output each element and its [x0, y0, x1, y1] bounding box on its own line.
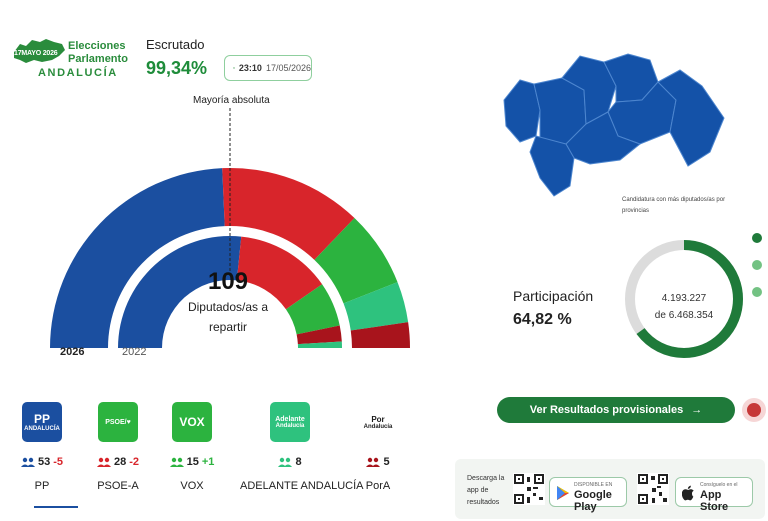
party-logo: PSOE/♥ — [98, 402, 138, 442]
live-icon[interactable] — [742, 398, 766, 422]
party-seat-delta: -2 — [129, 456, 140, 468]
participation-arc — [625, 240, 743, 358]
total-seats-caption: Diputados/as a repartir — [187, 300, 269, 334]
party-seat-count: 15 — [186, 456, 199, 468]
total-seats: 109 — [207, 268, 249, 295]
party-seat-count: 8 — [295, 456, 302, 468]
app-store-big: App Store — [700, 489, 729, 513]
party-logo-text: PP — [33, 412, 50, 426]
party-card[interactable]: PP ANDALUCÍA 53 -5 PP — [0, 398, 92, 492]
seat-2026-psoe-a-arc[interactable] — [222, 168, 355, 260]
party-logo-subtext: Andalucía — [275, 422, 305, 429]
escrutado-label: Escrutado — [146, 37, 205, 52]
party-seat-delta: -5 — [53, 456, 64, 468]
qr-code-icon — [637, 473, 669, 505]
seat-2026-vox-arc[interactable] — [314, 217, 398, 304]
census-count: de 6.468.354 — [654, 310, 714, 321]
legend-dot[interactable] — [752, 287, 762, 297]
party-card[interactable]: VOX 15 +1 VOX — [142, 398, 242, 492]
apple-icon — [682, 485, 694, 501]
seat-2026-pora-arc[interactable] — [350, 322, 410, 348]
participation-donut — [625, 240, 743, 358]
google-play-icon — [557, 486, 569, 500]
province-malaga[interactable] — [565, 111, 642, 165]
app-store-small: Consíguelo en el — [700, 482, 738, 488]
logo-line-3: ANDALUCÍA — [38, 67, 118, 79]
party-results: PP ANDALUCÍA 53 -5 PP PSOE/♥ 28 -2 PSOE-A VOX 15 +1… — [20, 398, 420, 510]
party-card[interactable]: PSOE/♥ 28 -2 PSOE-A — [68, 398, 168, 492]
party-seat-count: 5 — [383, 456, 390, 468]
update-timestamp: 23:10 17/05/2026 — [224, 55, 312, 81]
party-card[interactable]: Por Andalucía 5 PorA — [328, 398, 428, 492]
hemicycle-chart — [50, 108, 410, 348]
app-store-button[interactable]: Consíguelo en el App Store — [675, 477, 753, 513]
seat-2022-pora-arc[interactable] — [296, 325, 342, 345]
results-button[interactable]: Ver Resultados provisionales → — [497, 397, 735, 423]
people-icon — [20, 457, 35, 467]
seat-2026-pp-arc[interactable] — [50, 168, 225, 348]
elections-logo: 17MAYO 2026 Elecciones Parlamento ANDALU… — [12, 36, 130, 86]
seat-2022-pp-arc[interactable] — [118, 236, 242, 348]
party-name: PSOE-A — [97, 480, 139, 492]
andalucia-logo-icon — [14, 39, 65, 63]
map-note: Candidatura con más diputados/as por pro… — [622, 197, 726, 214]
majority-label: Mayoría absoluta — [193, 95, 270, 106]
party-seat-count: 28 — [113, 456, 127, 468]
province-almeria[interactable] — [657, 69, 725, 167]
party-card[interactable]: Adelante Andalucía 8 ADELANTE ANDALUCÍA — [240, 398, 364, 492]
clock-icon — [233, 67, 235, 69]
party-logo: PP ANDALUCÍA — [22, 402, 62, 442]
google-play-small: DISPONIBLE EN — [574, 482, 613, 488]
party-logo: Adelante Andalucía — [270, 402, 310, 442]
map-legend-dots — [752, 233, 764, 314]
logo-line-1: Elecciones — [68, 40, 126, 52]
party-logo-text: VOX — [179, 415, 205, 429]
party-logo: Por Andalucía — [358, 402, 398, 442]
logo-line-2: Parlamento — [68, 53, 128, 65]
escrutado-value: 99,34% — [146, 58, 208, 78]
seat-2026-adelante-andaluc-a-arc[interactable] — [343, 282, 409, 331]
party-logo-subtext: ANDALUCÍA — [24, 426, 60, 432]
people-icon — [278, 457, 293, 467]
people-icon — [169, 457, 184, 467]
results-button-label: Ver Resultados provisionales — [529, 404, 684, 416]
seat-2022-psoe-a-arc[interactable] — [236, 236, 323, 310]
seat-2022-vox-arc[interactable] — [285, 284, 340, 335]
party-logo-text: PSOE/♥ — [105, 418, 131, 426]
legend-dot[interactable] — [752, 260, 762, 270]
party-logo: VOX — [172, 402, 212, 442]
year-previous-tab[interactable]: 2022 — [122, 346, 147, 358]
google-play-button[interactable]: DISPONIBLE EN Google Play — [549, 477, 627, 513]
province-huelva[interactable] — [503, 79, 541, 143]
app-download-banner: Descarga la app de resultados DISPONIBLE… — [455, 459, 765, 519]
people-icon — [366, 457, 381, 467]
arrow-right-icon: → — [691, 404, 703, 416]
seat-2022-adelante-andaluc-a-arc[interactable] — [297, 341, 342, 348]
party-logo-text: Adelante — [275, 415, 305, 423]
party-name: VOX — [180, 480, 204, 492]
update-date: 17/05/2026 — [265, 63, 311, 73]
selected-party-underline — [34, 506, 78, 508]
people-icon — [96, 457, 111, 467]
party-logo-text: Por — [371, 414, 385, 424]
app-download-text: Descarga la app de resultados — [467, 475, 505, 506]
legend-dot[interactable] — [752, 233, 762, 243]
party-name: PP — [34, 480, 50, 492]
party-seat-count: 53 — [37, 456, 51, 468]
year-current-tab[interactable]: 2026 — [60, 346, 85, 358]
update-time: 23:10 — [238, 63, 262, 73]
participation-label: Participación — [513, 288, 594, 304]
google-play-big: Google Play — [574, 489, 612, 513]
qr-code-icon — [513, 473, 545, 505]
party-logo-subtext: Andalucía — [363, 423, 393, 430]
party-seat-delta: +1 — [201, 456, 215, 468]
participation-value: 64,82 % — [513, 311, 572, 328]
province-cadiz[interactable] — [529, 135, 575, 197]
province-cordoba[interactable] — [561, 55, 617, 125]
voters-count: 4.193.227 — [661, 293, 707, 304]
party-name: PorA — [365, 480, 391, 492]
logo-date: 17MAYO 2026 — [14, 50, 58, 57]
andalucia-provinces-map[interactable] — [500, 40, 728, 200]
party-name: ADELANTE ANDALUCÍA — [240, 480, 364, 492]
